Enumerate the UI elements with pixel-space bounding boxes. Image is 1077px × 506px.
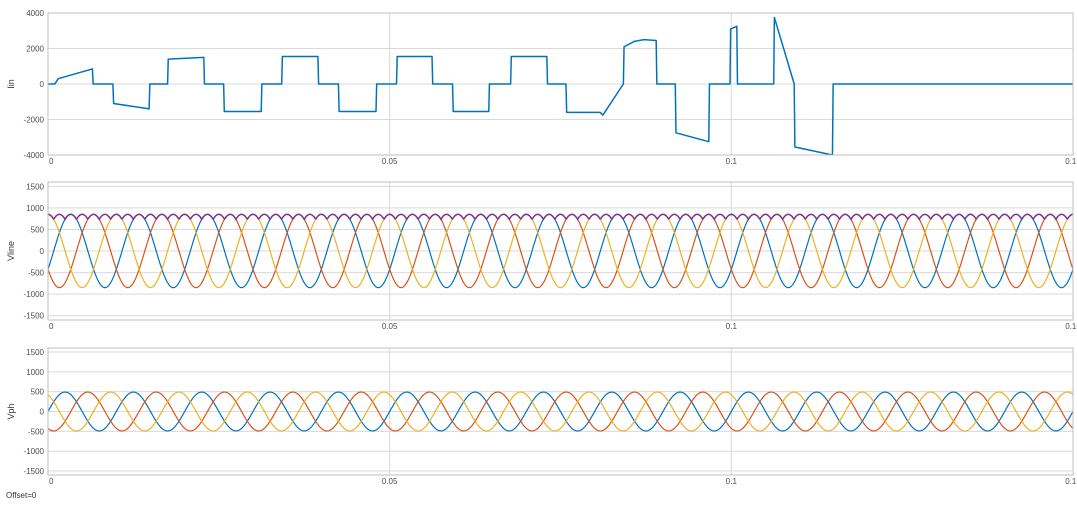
y-tick-label: -1500 xyxy=(24,312,45,321)
y-tick-label: 0 xyxy=(40,247,45,256)
y-tick-label: 2000 xyxy=(26,45,44,54)
y-tick-label: 500 xyxy=(31,225,45,234)
x-tick-label: 0.15 xyxy=(1065,322,1077,331)
series-line-2 xyxy=(48,213,1073,289)
x-tick-label: 0 xyxy=(49,477,54,486)
y-tick-label: -1000 xyxy=(24,290,45,299)
x-tick-label: 0.1 xyxy=(726,157,738,166)
y-tick-label: -500 xyxy=(28,427,45,436)
y-tick-label: -500 xyxy=(28,269,45,278)
axes-frame xyxy=(47,347,1074,476)
y-tick-label: -2000 xyxy=(24,116,45,125)
y-tick-label: 4000 xyxy=(26,9,44,18)
series-line-3 xyxy=(48,391,1073,432)
offset-label: Offset=0 xyxy=(6,491,37,500)
panel-1-iin: -4000 -2000 0 2000 4000 0 0.05 0.1 0.15 Iin xyxy=(6,9,1077,166)
y-tick-label: 1500 xyxy=(26,348,44,357)
x-tick-label: 0.05 xyxy=(382,322,398,331)
x-tick-label: 0.05 xyxy=(382,157,398,166)
y-tick-label: -1500 xyxy=(24,467,45,476)
y-axis-label: Vph xyxy=(6,403,16,419)
y-tick-label: 0 xyxy=(40,408,45,417)
x-tick-label: 0.1 xyxy=(726,477,738,486)
series-group xyxy=(48,16,1073,155)
series-group xyxy=(48,213,1073,289)
x-tick-label: 0.15 xyxy=(1065,477,1077,486)
y-tick-label: 1000 xyxy=(26,204,44,213)
x-tick-label: 0 xyxy=(49,157,54,166)
series-line-1 xyxy=(48,391,1073,432)
y-tick-label: -4000 xyxy=(24,151,45,160)
y-tick-label: -1000 xyxy=(24,447,45,456)
x-tick-label: 0.1 xyxy=(726,322,738,331)
y-tick-label: 0 xyxy=(40,80,45,89)
series-line-1 xyxy=(48,16,1073,155)
y-axis-label: Vline xyxy=(6,241,16,261)
x-tick-label: 0.15 xyxy=(1065,157,1077,166)
x-tick-label: 0 xyxy=(49,322,54,331)
y-tick-label: 500 xyxy=(31,388,45,397)
y-axis-label: Iin xyxy=(6,79,16,89)
panel-2-vline: -1500 -1000 -500 0 500 1000 1500 0 0.05 0.1 0.15 Vl… xyxy=(6,181,1077,331)
series-envelope-1 xyxy=(48,213,1073,221)
x-tick-label: 0.05 xyxy=(382,477,398,486)
series-group xyxy=(48,391,1073,432)
axes-frame xyxy=(47,181,1074,321)
series-line-3 xyxy=(48,213,1073,289)
axes-frame xyxy=(47,12,1074,156)
series-line-2 xyxy=(48,391,1073,432)
y-tick-label: 1500 xyxy=(26,182,44,191)
panel-3-vph: -1500 -1000 -500 0 500 1000 1500 0 0.05 0.1 0.15 Vp… xyxy=(6,347,1077,486)
y-tick-label: 1000 xyxy=(26,368,44,377)
